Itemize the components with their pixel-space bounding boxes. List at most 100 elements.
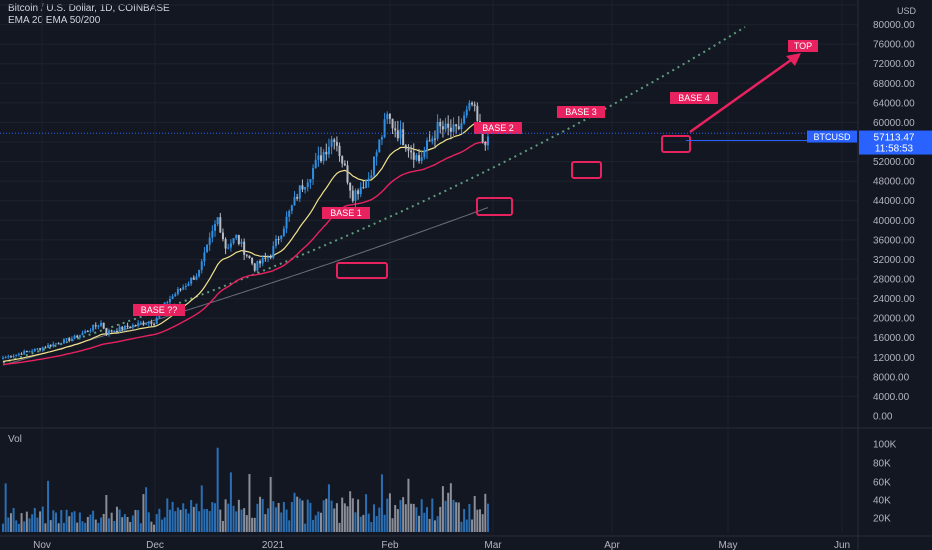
volume-bar [378,507,381,532]
candle-body [280,235,283,240]
candle-body [285,216,288,229]
y-tick-label: 72000.00 [873,59,915,70]
candle-body [187,283,190,286]
volume-bar [78,512,81,532]
volume-bar [486,503,489,532]
candle-body [65,338,68,340]
base-box [336,262,388,279]
volume-bar [129,521,132,532]
candle-body [420,157,423,161]
candle-body [248,255,251,258]
volume-bar [118,509,121,532]
candle-body [346,165,349,183]
x-tick-label: Mar [484,540,502,550]
candle-body [102,322,105,329]
candle-body [436,121,439,139]
volume-bar [269,476,272,532]
candle-body [105,328,108,334]
candle-body [206,244,209,253]
x-tick-label: 2021 [262,540,285,550]
volume-bar [460,521,463,532]
candle-body [2,357,4,359]
volume-bar [476,509,479,532]
volume-bar [264,514,267,532]
candle-body [444,123,447,130]
volume-bar [436,516,439,532]
annotations: BASE ?? BASE 1 BASE 2 BASE 3 BASE 4 TOP [133,40,818,316]
volume-tick-label: 100K [873,440,897,451]
candle-body [320,155,322,162]
volume-bar [203,509,206,532]
candle-body [468,102,471,110]
candle-body [296,196,299,199]
volume-bar [187,513,190,532]
volume-bar [373,504,375,532]
candle-body [55,343,57,345]
volume-bar [288,520,291,532]
volume-bar [296,496,299,532]
volume-bar [243,508,246,532]
volume-bar [423,512,426,532]
volume-bar [362,514,365,532]
candle-body [394,128,397,131]
candle-body [78,335,81,338]
candle-body [452,124,455,132]
volume-bar [195,503,198,532]
price-axis: 80000.00 76000.00 72000.00 68000.00 64000.00… [873,6,917,423]
candle-body [184,285,187,288]
volume-bar [481,514,484,532]
volume-bar [320,512,322,532]
volume-bar [150,521,153,532]
volume-bar [351,498,354,532]
volume-tick-label: 60K [873,478,891,489]
volume-bar [219,509,222,532]
candle-body [73,335,76,339]
volume-bar [17,523,20,532]
candle-body [150,322,153,324]
volume-bar [206,508,209,532]
candle-body [129,326,132,328]
candle-body [341,156,344,164]
volume-bar [100,517,103,532]
volume-bar [142,494,145,532]
candle-body [309,179,312,183]
candle-body [327,146,330,155]
volume-bars [2,447,489,532]
candle-body [277,238,280,240]
candle-body [237,235,240,244]
time-axis: Nov Dec 2021 Feb Mar Apr May Jun [33,540,850,550]
x-tick-label: May [719,540,738,550]
candle-body [192,277,195,280]
y-tick-label: 64000.00 [873,98,915,109]
volume-bar [41,506,44,532]
candle-body [386,113,389,120]
volume-bar [97,522,100,532]
volume-bar [84,522,87,532]
candle-body [269,256,272,258]
candle-body [221,232,224,240]
y-tick-label: 24000.00 [873,294,915,305]
candle-body [36,348,39,350]
candle-body [89,330,92,332]
candle-body [349,182,352,191]
candle-body [441,126,444,130]
candle-body [121,326,124,330]
volume-bar [123,514,126,532]
volume-bar [354,512,357,532]
candle-body [272,245,275,258]
candle-body [195,276,198,280]
candle-body [264,257,267,259]
candle-body [17,353,20,355]
volume-bar [322,500,325,532]
volume-bar [248,474,251,532]
y-tick-label: 16000.00 [873,333,915,344]
y-tick-label: 4000.00 [873,392,910,403]
volume-bar [216,447,219,532]
candle-body [227,247,230,249]
candle-body [137,322,140,326]
candle-body [118,326,121,332]
volume-bar [333,508,336,532]
candle-body [203,252,206,262]
candle-body [134,324,137,326]
